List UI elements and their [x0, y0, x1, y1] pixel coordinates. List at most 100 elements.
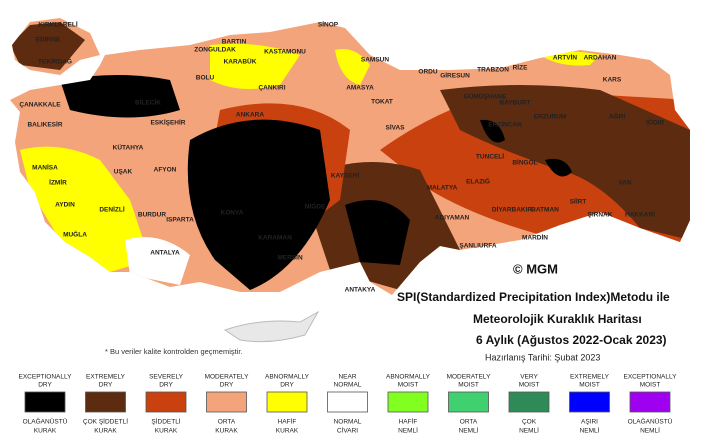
province-label: MALATYA [427, 185, 458, 192]
province-label: GÜMÜŞHANE [464, 92, 507, 101]
legend-label-en: EXTREMELY [86, 374, 126, 381]
province-label: ISPARTA [166, 217, 194, 224]
province-label: MUĞLA [63, 230, 87, 239]
legend-swatch [206, 391, 247, 413]
legend-swatch [145, 391, 187, 413]
legend-label-tr: OLAĞANÜSTÜ [628, 417, 673, 426]
province-label: ÇANAKKALE [19, 102, 61, 109]
legend-swatch [387, 391, 429, 413]
province-label: ADIYAMAN [435, 215, 470, 222]
province-label: SİVAS [385, 124, 405, 132]
legend-swatch [327, 391, 368, 413]
province-label: KARABÜK [224, 57, 257, 66]
province-label: TOKAT [371, 99, 393, 106]
province-label: TRABZON [477, 67, 509, 74]
cyprus [223, 310, 320, 343]
legend-label-tr: ŞİDDETLİ [151, 417, 180, 426]
legend-label-tr: CİVARI [337, 426, 358, 435]
date: Hazırlanış Tarihi: Şubat 2023 [485, 352, 600, 362]
province-label: KARS [603, 77, 622, 84]
legend-label-tr: NEMLİ [519, 426, 539, 435]
legend-label-en: MOIST [458, 382, 479, 389]
province-label: ESKİŞEHİR [150, 119, 185, 127]
legend-swatch [569, 391, 610, 413]
legend-label-tr: ORTA [218, 419, 236, 426]
province-label: AMASYA [346, 85, 374, 92]
credit: © MGM [513, 261, 558, 276]
title-line: SPI(Standardized Precipitation Index)Met… [397, 290, 670, 304]
legend-label-tr: NEMLİ [640, 426, 660, 435]
legend-label-en: EXCEPTIONALLY [624, 374, 678, 381]
province-label: MANİSA [32, 164, 58, 172]
province-label: KARAMAN [258, 235, 292, 242]
legend-label-tr: KURAK [215, 428, 238, 435]
legend-label-tr: OLAĞANÜSTÜ [23, 417, 68, 426]
province-label: ANTAKYA [345, 287, 376, 294]
title-line: Meteorolojik Kuraklık Haritası [473, 312, 642, 326]
legend-label-en: SEVERELY [149, 374, 184, 381]
province-label: MARDİN [522, 234, 548, 242]
province-label: BALIKESİR [27, 121, 62, 129]
legend-swatch [508, 391, 550, 413]
province-label: BATMAN [531, 207, 559, 214]
province-label: AĞRI [609, 112, 625, 121]
province-label: SAMSUN [361, 57, 389, 64]
province-label: RİZE [513, 64, 528, 72]
province-label: VAN [618, 180, 632, 187]
province-label: ERZURUM [534, 114, 567, 121]
province-label: KIRKLARELİ [38, 21, 78, 29]
province-label: TUNCELİ [476, 153, 504, 161]
province-label: BAYBURT [499, 100, 530, 107]
legend-label-en: DRY [38, 382, 52, 389]
legend-label-tr: HAFİF [278, 417, 297, 426]
legend-label-en: NORMAL [334, 382, 362, 389]
legend-label-tr: NEMLİ [459, 426, 479, 435]
province-label: DENİZLİ [99, 206, 124, 214]
province-label: ARDAHAN [584, 55, 617, 62]
province-label: ŞIRNAK [588, 212, 613, 219]
province-label: ARTVİN [553, 54, 578, 62]
legend-label-tr: AŞIRI [581, 419, 598, 426]
province-label: AFYON [154, 167, 177, 174]
legend-label-en: VERY [520, 374, 538, 381]
legend-label-en: DRY [220, 382, 234, 389]
legend-label-tr: ORTA [460, 419, 478, 426]
province-label: UŞAK [114, 169, 133, 176]
legend-label-en: MOIST [519, 382, 540, 389]
province-label: HAKKARİ [625, 211, 655, 219]
province-label: MERSİN [277, 254, 303, 262]
legend-label-tr: KURAK [34, 428, 57, 435]
province-label: SİNOP [318, 21, 339, 29]
legend-label-tr: NEMLİ [580, 426, 600, 435]
legend-swatch [266, 391, 308, 413]
province-label: ÇANKIRI [258, 85, 285, 92]
province-label: ERZİNCAN [488, 121, 522, 129]
province-label: ŞANLIURFA [459, 243, 497, 250]
legend-label-en: ABNORMALLY [386, 374, 431, 381]
province-label: SİİRT [570, 198, 587, 206]
legend-label-tr: NEMLİ [398, 426, 418, 435]
title-line: 6 Aylık (Ağustos 2022-Ocak 2023) [476, 333, 667, 347]
legend-label-en: EXCEPTIONALLY [19, 374, 73, 381]
legend-label-tr: ÇOK [522, 419, 537, 426]
province-label: ELAZIĞ [466, 177, 490, 186]
legend-label-en: MOIST [579, 382, 600, 389]
province-label: BİNGÖL [512, 158, 537, 167]
legend-label-en: DRY [159, 382, 173, 389]
province-label: IĞDIR [646, 118, 664, 127]
legend-label-tr: KURAK [276, 428, 299, 435]
legend-label-en: MOIST [640, 382, 661, 389]
province-label: BURDUR [138, 212, 166, 219]
province-label: BOLU [196, 75, 215, 82]
province-label: GİRESUN [440, 72, 470, 80]
legend-label-en: EXTREMELY [570, 374, 610, 381]
province-label: EDİRNE [36, 36, 61, 44]
legend-swatch [24, 391, 66, 413]
province-label: BARTIN [222, 39, 247, 46]
province-label: KASTAMONU [264, 49, 306, 56]
province-label: KÜTAHYA [113, 143, 144, 152]
province-label: KAYSERİ [331, 172, 359, 180]
legend-swatch [629, 391, 671, 413]
legend-label-tr: ÇOK ŞİDDETLİ [83, 417, 128, 426]
legend-label-tr: KURAK [155, 428, 178, 435]
